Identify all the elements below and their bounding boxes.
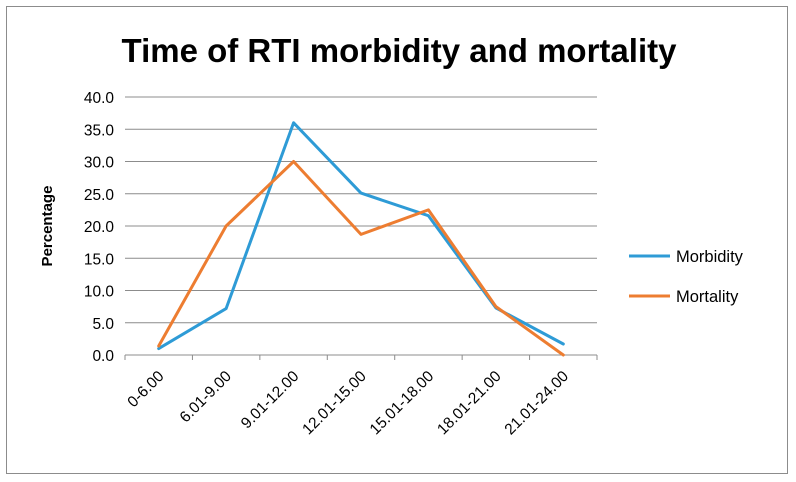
x-tick-labels: 0-6.00 6.01-9.00 9.01-12.0012.01-15.0015.0… [124,368,572,439]
chart-frame [6,6,788,474]
y-tick-label: 0.0 [92,348,114,365]
x-tick-label: 0-6.00 [124,368,167,411]
y-tick-label: 20.0 [84,219,115,236]
y-tick-labels: 0.0 5.0 10.0 15.0 20.0 25.0 30.0 35.0 40.0 [84,90,115,365]
chart-title: Time of RTI morbidity and mortality [122,32,678,69]
y-tick-label: 5.0 [92,316,114,333]
y-axis-label: Percentage [39,186,56,267]
x-tick-label: 9.01-12.00 [238,368,303,433]
y-tick-label: 35.0 [84,122,115,139]
series-line-mortality [157,160,565,357]
x-tick-label: 18.01-21.00 [434,368,505,439]
y-tick-label: 40.0 [84,90,115,107]
gridlines [124,96,598,360]
x-tick-label: 12.01-15.00 [299,368,370,439]
x-tick-label: 6.01-9.00 [177,368,236,427]
x-tick-label: 21.01-24.00 [502,368,573,439]
legend-label-morbidity: Morbidity [676,248,744,266]
y-tick-label: 25.0 [84,187,115,204]
series-lines [157,121,565,357]
y-tick-label: 10.0 [84,284,115,301]
legend-label-mortality: Mortality [676,288,739,306]
legend: Morbidity Mortality [629,248,744,306]
x-tick-label: 15.01-18.00 [367,368,438,439]
y-tick-label: 30.0 [84,155,115,172]
y-tick-label: 15.0 [84,251,115,268]
